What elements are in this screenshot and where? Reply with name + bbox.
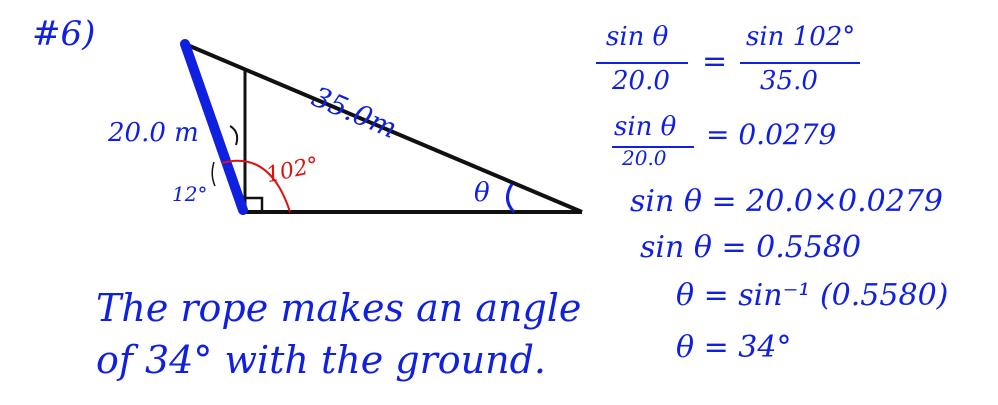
conclusion-line-1: The rope makes an angle: [96, 286, 582, 330]
eq2-rhs: = 0.0279: [706, 118, 837, 151]
eq1-left-fraction-bar: [596, 62, 688, 64]
eq5: θ = sin⁻¹ (0.5580): [676, 278, 949, 313]
right-angle-marker: [245, 196, 264, 212]
eq4: sin θ = 0.5580: [640, 230, 862, 265]
theta-arc: [506, 183, 516, 214]
eq2-fraction-bar: [612, 146, 694, 148]
angle-12-arc: [229, 125, 239, 146]
eq1-right-denominator: 35.0: [760, 66, 818, 96]
rope-line: [184, 42, 583, 214]
pole-length-label: 20.0 m: [108, 118, 199, 148]
eq2-denominator: 20.0: [622, 146, 667, 170]
problem-number: #6): [32, 14, 96, 54]
eq2-numerator: sin θ: [614, 112, 677, 142]
angle-102-arc: [221, 159, 291, 213]
eq1-right-fraction-bar: [740, 62, 860, 64]
eq3: sin θ = 20.0×0.0279: [630, 184, 944, 219]
pole-line: [180, 39, 248, 215]
eq1-equals: =: [702, 44, 728, 79]
conclusion-line-2: of 34° with the ground.: [96, 338, 546, 382]
eq1-right-numerator: sin 102°: [746, 22, 856, 52]
eq1-left-denominator: 20.0: [612, 66, 670, 96]
eq6: θ = 34°: [676, 330, 792, 365]
eq1-left-numerator: sin θ: [606, 22, 669, 52]
angle-12-pointer: [211, 161, 216, 187]
theta-label: θ: [474, 178, 490, 208]
angle-12-label: 12°: [172, 182, 208, 206]
